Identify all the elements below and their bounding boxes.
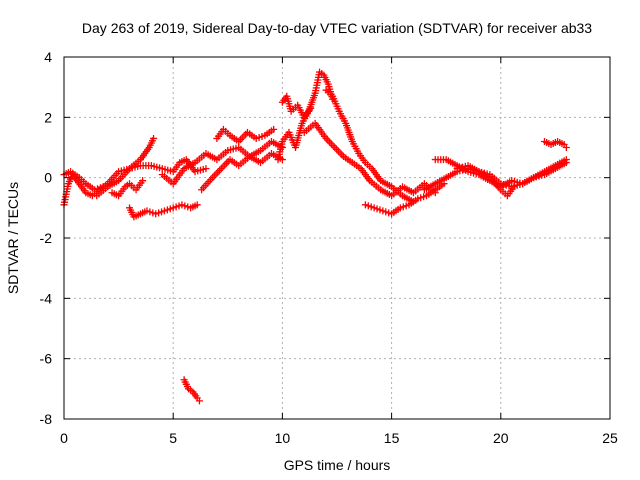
data-point-plus: [270, 125, 278, 133]
y-tick-label: -4: [40, 290, 53, 306]
plot-frame: [63, 56, 611, 420]
x-tick-label: 15: [384, 430, 400, 446]
data-point-plus: [195, 397, 203, 405]
y-tick-label: -8: [40, 411, 53, 427]
y-tick-labels: -8 -6 -4 -2 0 2 4: [40, 49, 53, 427]
y-axis-label: SDTVAR / TECUs: [5, 182, 21, 294]
x-tick-label: 25: [602, 430, 618, 446]
x-tick-label: 5: [169, 430, 177, 446]
data-point-plus: [562, 156, 570, 164]
data-point-plus: [202, 165, 210, 173]
x-tick-label: 20: [493, 430, 509, 446]
x-axis-label: GPS time / hours: [284, 457, 391, 473]
x-tick-label: 10: [275, 430, 291, 446]
data-points: [60, 68, 570, 405]
x-tick-label: 0: [60, 430, 68, 446]
data-point-plus: [193, 201, 201, 209]
data-point-plus: [307, 104, 315, 112]
data-point-plus: [150, 134, 158, 142]
y-tick-label: 2: [44, 109, 52, 125]
y-tick-label: -6: [40, 351, 53, 367]
y-tick-label: -2: [40, 230, 53, 246]
data-point-plus: [139, 177, 147, 185]
y-tick-label: 4: [44, 49, 52, 65]
data-point-plus: [562, 144, 570, 151]
data-point-plus: [510, 183, 518, 191]
y-tick-label: 0: [44, 170, 52, 186]
x-tick-labels: 0 5 10 15 20 25: [60, 430, 618, 446]
gridlines: [64, 57, 610, 419]
chart-title: Day 263 of 2019, Sidereal Day-to-day VTE…: [82, 20, 592, 36]
